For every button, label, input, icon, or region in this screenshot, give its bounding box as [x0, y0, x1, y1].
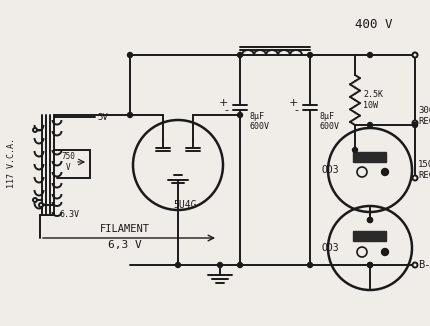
- Circle shape: [381, 169, 388, 175]
- Circle shape: [368, 262, 372, 268]
- Text: 150V
REG.: 150V REG.: [418, 160, 430, 180]
- Bar: [353, 152, 386, 162]
- Text: 117 V.C.A.: 117 V.C.A.: [7, 138, 16, 188]
- Text: 750
V: 750 V: [61, 152, 75, 172]
- Circle shape: [412, 121, 418, 126]
- Text: 6.3V: 6.3V: [60, 210, 80, 219]
- Circle shape: [368, 123, 372, 127]
- Text: 5V: 5V: [97, 113, 108, 122]
- Text: 5U4G: 5U4G: [173, 200, 197, 210]
- Circle shape: [39, 203, 43, 207]
- Circle shape: [128, 52, 132, 57]
- Text: OD3: OD3: [322, 243, 340, 253]
- Circle shape: [368, 262, 372, 268]
- Text: +: +: [289, 98, 298, 108]
- Text: -: -: [224, 105, 228, 115]
- Circle shape: [218, 262, 222, 268]
- Circle shape: [412, 123, 418, 127]
- Text: +: +: [218, 98, 228, 108]
- Circle shape: [412, 52, 418, 57]
- Circle shape: [128, 112, 132, 117]
- Circle shape: [307, 52, 313, 57]
- Circle shape: [368, 217, 372, 223]
- Text: 2.5K
10W: 2.5K 10W: [363, 90, 383, 110]
- Text: 8μF
600V: 8μF 600V: [320, 112, 340, 131]
- Text: B-: B-: [418, 260, 430, 270]
- Circle shape: [175, 262, 181, 268]
- Circle shape: [237, 52, 243, 57]
- Text: -: -: [294, 105, 298, 115]
- Bar: [353, 231, 386, 241]
- Circle shape: [381, 248, 388, 256]
- Circle shape: [307, 262, 313, 268]
- Circle shape: [33, 198, 37, 202]
- Circle shape: [353, 147, 357, 153]
- Text: OD3: OD3: [322, 165, 340, 175]
- Text: 300V
REG.: 300V REG.: [418, 106, 430, 126]
- Circle shape: [33, 128, 37, 132]
- Text: 8μF
600V: 8μF 600V: [250, 112, 270, 131]
- Text: 400 V: 400 V: [355, 18, 393, 31]
- Text: 6,3 V: 6,3 V: [108, 240, 142, 250]
- Circle shape: [412, 52, 418, 57]
- Text: FILAMENT: FILAMENT: [100, 224, 150, 234]
- Circle shape: [368, 217, 372, 223]
- Circle shape: [412, 175, 418, 181]
- Circle shape: [237, 262, 243, 268]
- Circle shape: [237, 112, 243, 117]
- Circle shape: [412, 262, 418, 268]
- Circle shape: [368, 52, 372, 57]
